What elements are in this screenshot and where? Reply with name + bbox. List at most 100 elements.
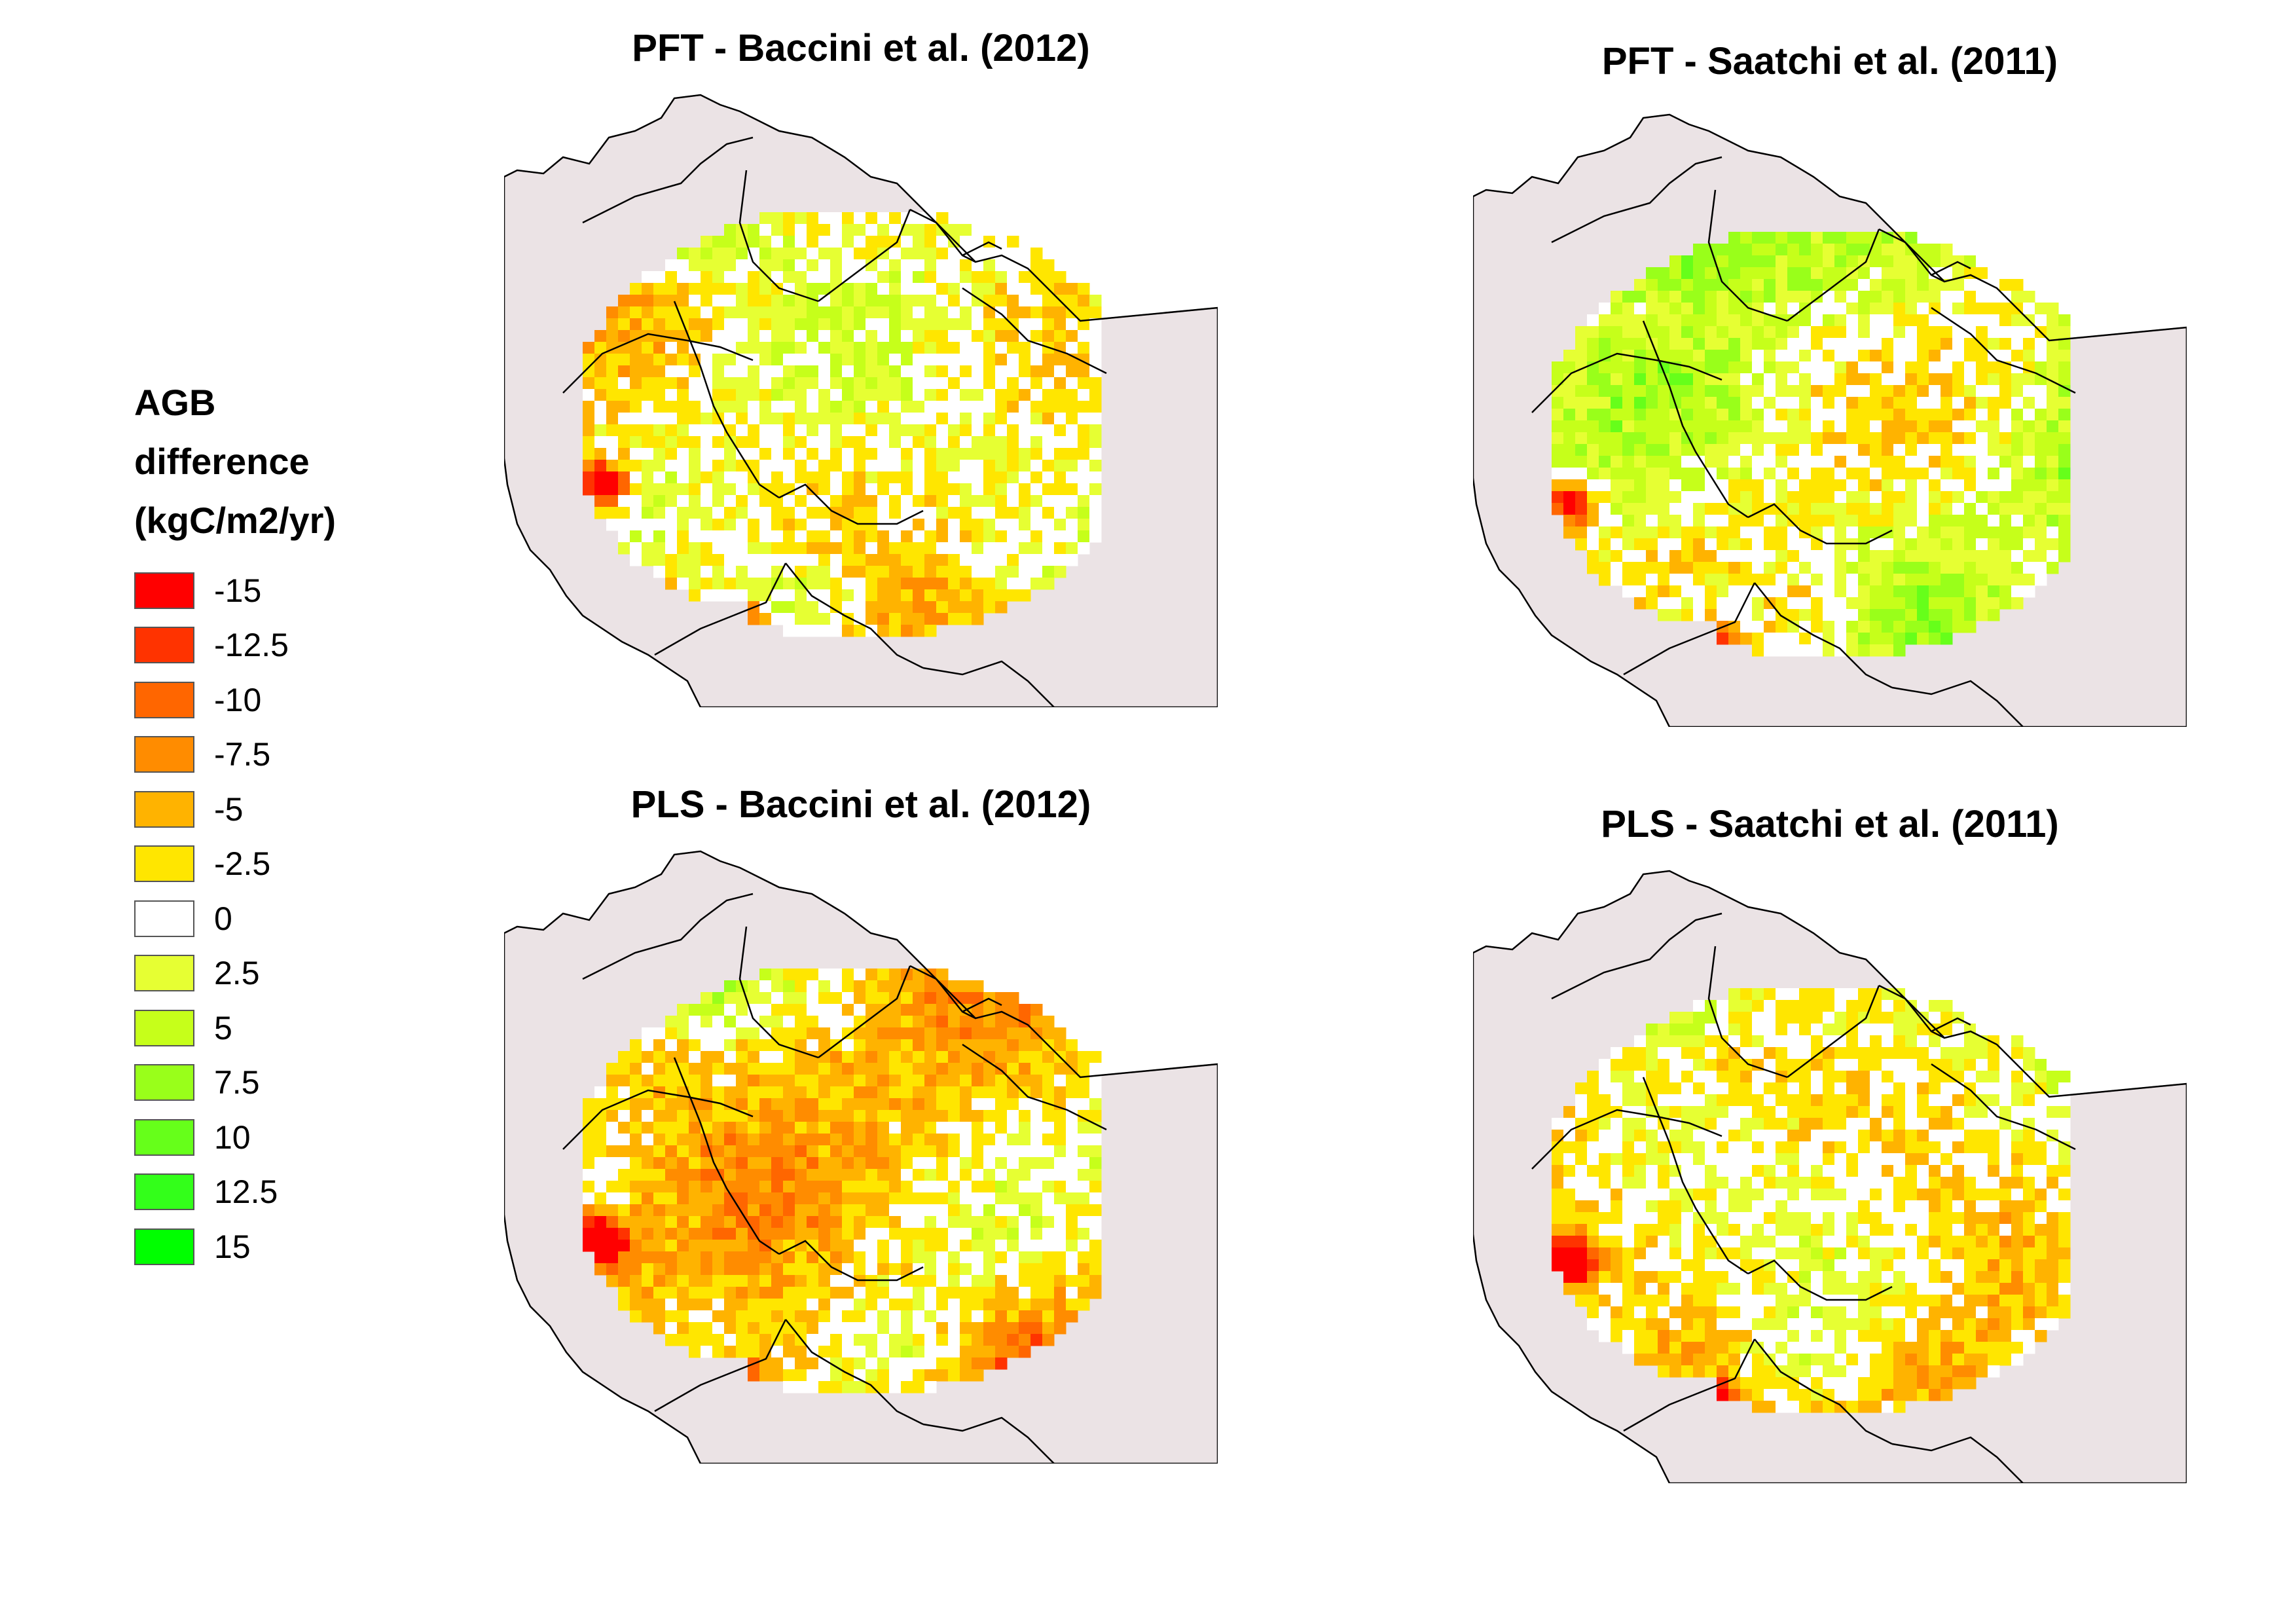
grid-cell xyxy=(1019,1310,1031,1323)
grid-cell xyxy=(1905,1236,1918,1248)
grid-cell xyxy=(1042,566,1055,578)
grid-cell xyxy=(759,1004,772,1016)
grid-cell xyxy=(1658,1106,1670,1118)
grid-cell xyxy=(1634,338,1647,350)
grid-cell xyxy=(1740,232,1753,244)
grid-cell xyxy=(689,1275,701,1287)
grid-cell xyxy=(877,1287,890,1299)
grid-cell xyxy=(818,1181,831,1193)
grid-cell xyxy=(1030,389,1043,401)
grid-cell xyxy=(1030,1181,1043,1193)
grid-cell xyxy=(689,1169,701,1181)
grid-cell xyxy=(677,1334,689,1346)
grid-cell xyxy=(1717,1177,1729,1189)
grid-cell xyxy=(1634,432,1647,445)
grid-cell xyxy=(889,530,902,543)
grid-cell xyxy=(618,318,630,331)
grid-cell xyxy=(1693,1082,1705,1095)
grid-cell xyxy=(1929,1153,1941,1166)
grid-cell xyxy=(1823,503,1835,515)
grid-cell xyxy=(1622,314,1635,327)
grid-cell xyxy=(1882,1130,1894,1142)
grid-cell xyxy=(783,342,795,354)
grid-cell xyxy=(901,1357,913,1370)
grid-cell xyxy=(1611,1130,1623,1142)
grid-cell xyxy=(1846,456,1859,468)
grid-cell xyxy=(1799,314,1812,327)
grid-cell xyxy=(1941,597,1953,610)
grid-cell xyxy=(606,1216,619,1228)
grid-cell xyxy=(689,530,701,543)
grid-cell xyxy=(972,330,984,342)
grid-cell xyxy=(1717,314,1729,327)
grid-cell xyxy=(783,1192,795,1205)
grid-cell xyxy=(972,1322,984,1335)
grid-cell xyxy=(948,224,960,236)
grid-cell xyxy=(995,1122,1008,1134)
grid-cell xyxy=(618,1228,630,1240)
grid-cell xyxy=(630,1287,642,1299)
grid-cell xyxy=(1823,456,1835,468)
grid-cell xyxy=(1646,456,1658,468)
grid-cell xyxy=(1740,1071,1753,1083)
grid-cell xyxy=(1611,468,1623,480)
grid-cell xyxy=(1681,468,1694,480)
grid-cell xyxy=(972,1110,984,1122)
grid-cell xyxy=(983,1027,996,1040)
grid-cell xyxy=(1646,409,1658,421)
grid-cell xyxy=(1681,585,1694,598)
grid-cell xyxy=(759,1145,772,1158)
grid-cell xyxy=(1905,409,1918,421)
grid-cell xyxy=(1964,609,1977,621)
grid-cell xyxy=(901,306,913,319)
grid-cell xyxy=(689,1251,701,1264)
grid-cell xyxy=(1078,424,1090,437)
grid-cell xyxy=(1669,420,1682,433)
grid-cell xyxy=(1858,597,1870,610)
grid-cell xyxy=(677,578,689,590)
legend-item: 2.5 xyxy=(134,946,409,1001)
grid-cell xyxy=(759,1287,772,1299)
grid-cell xyxy=(1823,515,1835,527)
grid-cell xyxy=(1999,303,2012,315)
grid-cell xyxy=(960,1181,972,1193)
grid-cell xyxy=(1988,574,2000,586)
grid-cell xyxy=(866,1075,878,1087)
grid-cell xyxy=(842,1039,854,1052)
grid-cell xyxy=(606,1169,619,1181)
grid-cell xyxy=(830,1251,843,1264)
grid-cell xyxy=(1019,1051,1031,1063)
grid-cell xyxy=(995,365,1008,378)
grid-cell xyxy=(842,436,854,449)
grid-cell xyxy=(818,566,831,578)
grid-cell xyxy=(1952,361,1965,374)
grid-cell xyxy=(972,566,984,578)
grid-cell xyxy=(854,460,866,472)
grid-cell xyxy=(889,248,902,260)
grid-cell xyxy=(1988,267,2000,280)
grid-cell xyxy=(771,1039,784,1052)
grid-cell xyxy=(1764,503,1776,515)
grid-cell xyxy=(830,1322,843,1335)
grid-cell xyxy=(1752,526,1764,539)
grid-cell xyxy=(1964,1082,1977,1095)
grid-cell xyxy=(924,283,937,295)
grid-cell xyxy=(830,448,843,460)
grid-cell xyxy=(606,1075,619,1087)
grid-cell xyxy=(712,424,725,437)
grid-cell xyxy=(630,401,642,413)
grid-cell xyxy=(583,401,595,413)
grid-cell xyxy=(653,495,666,507)
grid-cell xyxy=(1999,574,2012,586)
grid-cell xyxy=(1054,377,1066,390)
grid-cell xyxy=(913,1086,925,1099)
grid-cell xyxy=(807,1169,819,1181)
grid-cell xyxy=(748,365,760,378)
grid-cell xyxy=(771,1369,784,1382)
grid-cell xyxy=(948,1310,960,1323)
grid-cell xyxy=(960,448,972,460)
grid-cell xyxy=(1929,491,1941,504)
grid-cell xyxy=(630,1134,642,1146)
grid-cell xyxy=(771,389,784,401)
grid-cell xyxy=(2058,550,2071,563)
